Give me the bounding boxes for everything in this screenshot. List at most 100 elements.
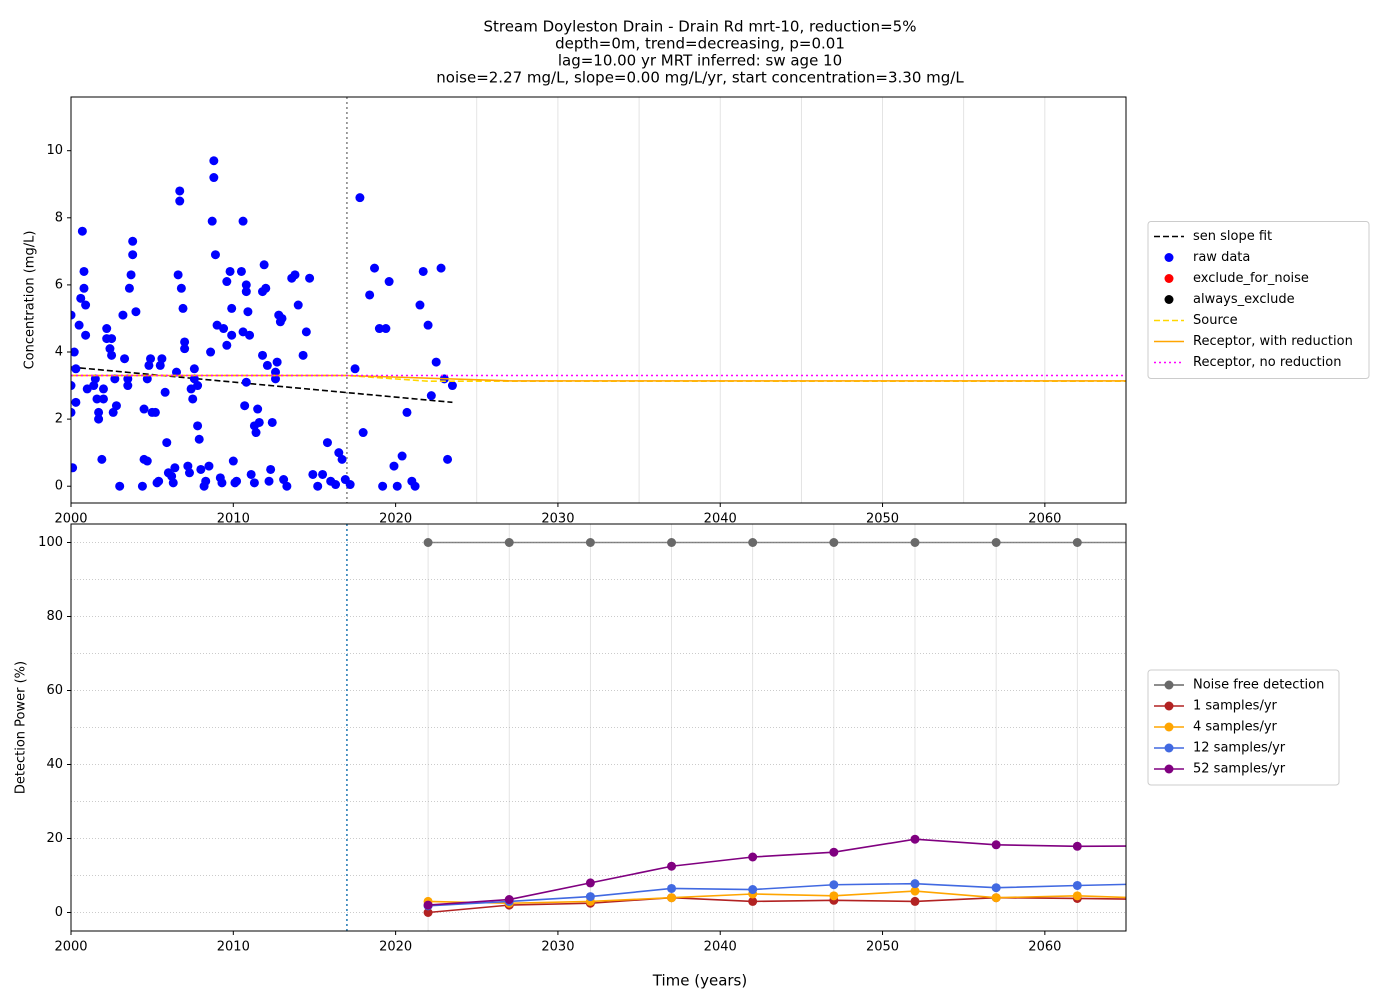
data-point (334, 448, 344, 458)
data-point (1072, 880, 1082, 890)
data-point (111, 401, 121, 411)
data-point (81, 300, 91, 310)
data-point (910, 538, 920, 547)
data-point (1072, 538, 1082, 547)
data-point (370, 263, 380, 273)
data-point (219, 324, 229, 334)
data-point (251, 428, 261, 438)
data-point (71, 397, 81, 407)
series-line (71, 366, 453, 404)
data-point (137, 481, 147, 491)
data-point (81, 330, 91, 340)
series-line (428, 882, 1126, 907)
data-point (267, 417, 277, 427)
y-tick-label: 100 (38, 535, 63, 550)
data-point (337, 454, 347, 464)
legend-label: 52 samples/yr (1193, 762, 1286, 777)
data-point (258, 350, 268, 360)
data-point (241, 287, 251, 297)
data-point (358, 428, 368, 438)
legend-label: Source (1193, 313, 1238, 328)
data-point (249, 478, 259, 488)
data-point (157, 354, 167, 364)
data-point (308, 469, 318, 479)
data-point (146, 354, 156, 364)
data-point (331, 480, 341, 490)
chart-title: Stream Doyleston Drain - Drain Rd mrt-10… (484, 18, 917, 36)
data-point (193, 381, 203, 391)
data-point (162, 438, 172, 448)
data-point (1154, 894, 1163, 903)
data-point (910, 896, 920, 906)
data-point (115, 481, 125, 491)
data-point (667, 538, 677, 547)
data-point (410, 481, 420, 491)
legend-label: exclude_for_noise (1193, 271, 1309, 286)
x-tick-label: 2000 (54, 512, 87, 527)
data-point (98, 394, 108, 404)
data-point (389, 461, 399, 471)
data-point (209, 156, 219, 166)
data-point (184, 468, 194, 478)
y-tick-label: 20 (46, 831, 63, 846)
data-point (142, 456, 152, 466)
data-point (128, 236, 138, 246)
data-point (748, 885, 758, 895)
legend-swatch (1164, 680, 1174, 690)
legend-swatch (1164, 764, 1174, 774)
data-point (253, 404, 263, 414)
data-point (71, 364, 81, 374)
y-tick-label: 60 (46, 683, 63, 698)
data-point (98, 384, 108, 394)
legend-swatch (1164, 722, 1174, 732)
data-point (271, 367, 281, 377)
data-point (350, 364, 360, 374)
data-point (76, 293, 86, 303)
data-point (206, 347, 216, 357)
data-point (71, 407, 76, 417)
data-point (384, 277, 394, 287)
data-point (1072, 891, 1082, 901)
data-point (345, 480, 355, 490)
series-line (428, 890, 1126, 905)
y-axis-label: Detection Power (%) (14, 661, 29, 794)
plot-area (71, 97, 1126, 503)
data-point (504, 895, 514, 905)
data-point (254, 417, 264, 427)
data-point (232, 476, 242, 486)
data-point (585, 892, 595, 902)
data-point (245, 330, 255, 340)
data-point (178, 303, 188, 313)
y-tick-label: 2 (55, 412, 63, 427)
data-point (381, 324, 391, 334)
x-tick-label: 2030 (541, 940, 574, 955)
chart-title: noise=2.27 mg/L, slope=0.00 mg/L/yr, sta… (436, 69, 964, 87)
chart-title: depth=0m, trend=decreasing, p=0.01 (555, 35, 845, 53)
x-tick-label: 2050 (866, 512, 899, 527)
data-point (204, 461, 214, 471)
data-point (150, 407, 160, 417)
legend-label: Receptor, with reduction (1193, 334, 1353, 349)
data-point (124, 283, 134, 293)
data-point (667, 893, 677, 903)
data-point (298, 350, 308, 360)
data-point (92, 394, 102, 404)
x-tick-label: 2060 (1028, 940, 1061, 955)
data-point (991, 883, 1001, 893)
legend-swatch (1164, 274, 1174, 283)
data-point (236, 266, 246, 276)
data-point (667, 861, 677, 871)
data-point (228, 456, 238, 466)
legend-label: always_exclude (1193, 292, 1295, 307)
y-tick-label: 0 (55, 479, 63, 494)
y-axis-label: Concentration (mg/L) (23, 231, 38, 370)
series-line (428, 896, 1126, 914)
data-point (118, 310, 128, 320)
series-line (428, 838, 1126, 906)
x-tick-label: 2030 (541, 512, 574, 527)
data-point (436, 263, 446, 273)
legend-label: raw data (1193, 250, 1250, 265)
data-point (1154, 538, 1163, 547)
y-tick-label: 80 (46, 609, 63, 624)
